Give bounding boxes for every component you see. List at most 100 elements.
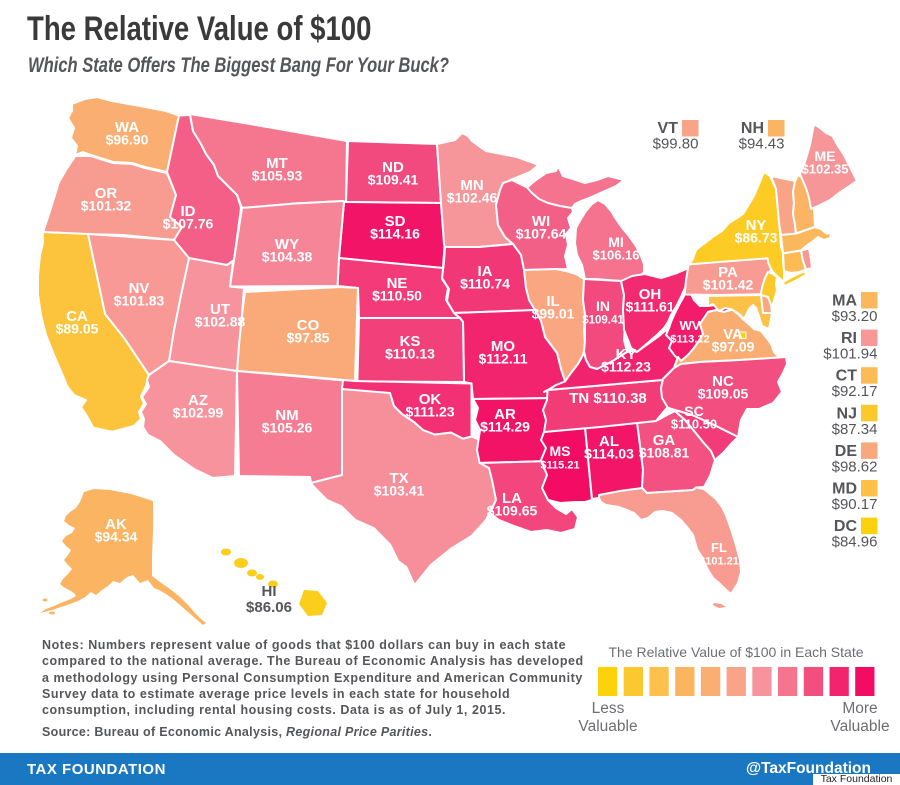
svg-text:CA: CA	[66, 308, 88, 325]
svg-text:OH: OH	[639, 286, 662, 303]
svg-text:$112.23: $112.23	[601, 359, 651, 375]
svg-text:$96.90: $96.90	[106, 132, 149, 148]
svg-text:$99.80: $99.80	[653, 136, 699, 153]
svg-text:$107.76: $107.76	[163, 216, 214, 232]
svg-text:IL: IL	[546, 293, 559, 310]
svg-text:$93.20: $93.20	[832, 308, 878, 325]
svg-text:$86.06: $86.06	[246, 599, 292, 616]
svg-text:$110.13: $110.13	[385, 346, 435, 362]
svg-text:$110.74: $110.74	[460, 276, 510, 292]
svg-text:MO: MO	[491, 338, 515, 355]
svg-text:WI: WI	[532, 213, 550, 230]
svg-text:$84.96: $84.96	[832, 534, 878, 551]
svg-text:CT: CT	[836, 368, 858, 385]
svg-text:ME: ME	[815, 148, 836, 164]
svg-text:$101.32: $101.32	[81, 198, 132, 214]
svg-text:IA: IA	[478, 263, 493, 280]
svg-text:$97.09: $97.09	[712, 339, 755, 355]
svg-text:$105.26: $105.26	[262, 420, 313, 436]
svg-text:$102.99: $102.99	[173, 405, 224, 421]
svg-text:NE: NE	[387, 275, 408, 292]
svg-text:NJ: NJ	[837, 405, 857, 422]
svg-text:$101.21: $101.21	[699, 556, 739, 568]
svg-text:$114.03: $114.03	[584, 446, 634, 462]
svg-text:The Relative Value of $100 in: The Relative Value of $100 in Each State	[608, 644, 863, 660]
svg-text:FL: FL	[711, 540, 727, 555]
svg-text:$101.42: $101.42	[703, 277, 754, 293]
svg-text:VA: VA	[723, 326, 743, 343]
svg-text:$113.12: $113.12	[670, 334, 709, 346]
svg-text:$102.35: $102.35	[802, 162, 849, 177]
svg-text:WV: WV	[680, 318, 701, 333]
svg-text:$108.81: $108.81	[639, 445, 690, 461]
svg-text:$109.41: $109.41	[582, 315, 624, 327]
svg-text:$110.50: $110.50	[372, 288, 422, 304]
svg-text:$86.73: $86.73	[735, 230, 778, 246]
svg-text:$103.41: $103.41	[374, 483, 425, 499]
svg-text:$97.85: $97.85	[287, 330, 330, 346]
svg-text:NM: NM	[275, 407, 298, 424]
svg-text:KY: KY	[616, 346, 637, 363]
svg-text:$114.16: $114.16	[370, 226, 420, 242]
svg-text:$109.41: $109.41	[368, 172, 419, 188]
svg-text:$111.61: $111.61	[625, 299, 674, 315]
svg-text:AK: AK	[105, 516, 127, 533]
svg-text:LA: LA	[502, 490, 522, 507]
svg-text:$110.50: $110.50	[671, 417, 717, 432]
svg-text:VT: VT	[658, 120, 679, 137]
svg-text:$89.05: $89.05	[56, 321, 99, 337]
svg-text:$98.62: $98.62	[832, 458, 878, 475]
svg-text:$101.83: $101.83	[114, 293, 165, 309]
svg-text:TX: TX	[389, 470, 408, 487]
svg-text:GA: GA	[653, 432, 676, 449]
svg-text:NH: NH	[741, 120, 764, 137]
svg-text:$102.46: $102.46	[447, 190, 498, 206]
svg-text:$112.11: $112.11	[478, 351, 527, 367]
svg-text:MN: MN	[460, 177, 483, 194]
svg-text:UT: UT	[210, 301, 230, 318]
svg-text:SD: SD	[385, 213, 406, 230]
svg-text:KS: KS	[400, 333, 421, 350]
svg-text:WY: WY	[275, 236, 299, 253]
svg-text:OR: OR	[95, 185, 118, 202]
svg-text:ND: ND	[382, 159, 404, 176]
svg-text:$94.34: $94.34	[95, 529, 138, 545]
svg-text:OK: OK	[419, 391, 442, 408]
svg-text:$115.21: $115.21	[540, 460, 579, 472]
svg-text:$109.65: $109.65	[487, 503, 538, 519]
svg-text:$87.34: $87.34	[832, 421, 878, 438]
svg-text:$94.43: $94.43	[739, 136, 785, 153]
svg-text:WA: WA	[115, 119, 139, 136]
svg-text:$107.64: $107.64	[516, 226, 567, 242]
svg-text:$105.93: $105.93	[252, 168, 303, 184]
svg-text:SC: SC	[684, 403, 703, 419]
svg-text:$102.88: $102.88	[195, 314, 246, 330]
svg-text:MA: MA	[832, 293, 857, 310]
svg-text:IN: IN	[596, 298, 610, 314]
svg-text:$111.23: $111.23	[405, 404, 454, 420]
svg-text:CO: CO	[297, 317, 320, 334]
svg-text:$106.16: $106.16	[593, 248, 640, 263]
svg-text:More: More	[842, 700, 877, 717]
svg-text:NY: NY	[746, 217, 767, 234]
svg-text:MT: MT	[266, 155, 288, 172]
svg-text:MD: MD	[832, 481, 857, 498]
svg-text:$101.94: $101.94	[823, 346, 877, 363]
svg-text:$90.17: $90.17	[832, 496, 878, 513]
svg-text:Less: Less	[592, 700, 625, 717]
svg-text:Valuable: Valuable	[830, 718, 889, 735]
svg-text:HI: HI	[262, 583, 277, 600]
svg-text:$114.29: $114.29	[480, 419, 530, 435]
svg-text:MI: MI	[608, 234, 624, 250]
svg-text:AR: AR	[494, 406, 516, 423]
svg-text:NC: NC	[712, 373, 734, 390]
svg-text:AZ: AZ	[188, 392, 208, 409]
svg-text:TN $110.38: TN $110.38	[569, 390, 647, 407]
svg-text:AL: AL	[599, 433, 619, 450]
svg-text:ID: ID	[181, 203, 196, 220]
svg-text:$92.17: $92.17	[832, 383, 878, 400]
svg-text:NV: NV	[129, 280, 150, 297]
svg-text:MS: MS	[550, 443, 571, 459]
svg-text:$99.01: $99.01	[532, 306, 575, 322]
svg-text:DE: DE	[835, 443, 858, 460]
